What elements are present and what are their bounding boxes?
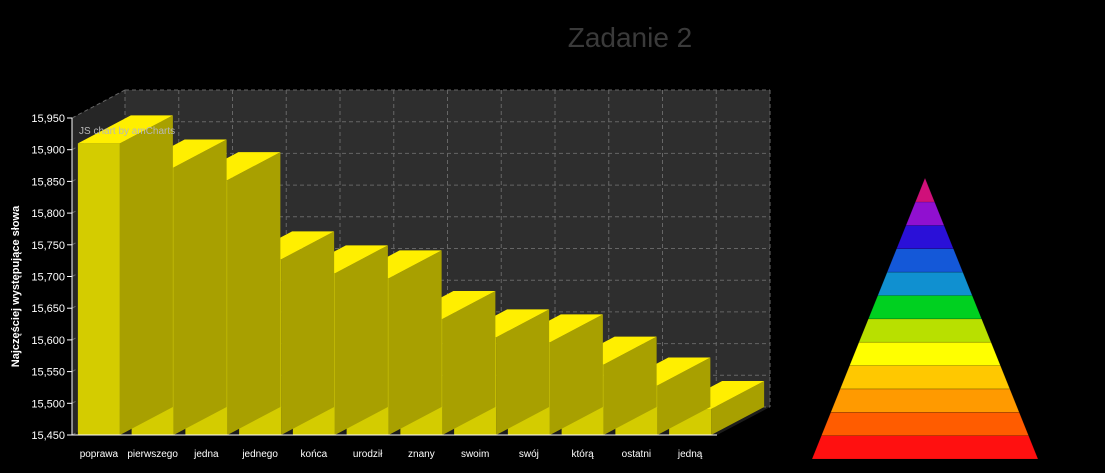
pyramid-segment[interactable] — [811, 435, 1039, 460]
bar-side — [657, 357, 711, 435]
pyramid-segment[interactable] — [896, 225, 954, 250]
bar-side — [173, 139, 227, 435]
bar-top — [77, 115, 173, 144]
x-tick-label: swój — [519, 449, 539, 460]
y-tick-label: 15,700 — [31, 272, 65, 284]
pyramid-segment[interactable] — [867, 295, 983, 320]
y-tick-label: 15,500 — [31, 398, 65, 410]
y-tick-label: 15,800 — [31, 208, 65, 220]
y-tick-label: 15,750 — [31, 240, 65, 252]
pyramid-segment[interactable] — [858, 318, 992, 343]
x-tick-label: którą — [572, 449, 595, 460]
bar-side — [603, 336, 657, 435]
y-tick-label: 15,550 — [31, 367, 65, 379]
y-tick-label: 15,450 — [31, 430, 65, 442]
x-tick-label: poprawa — [80, 449, 119, 460]
bar-face — [77, 143, 120, 436]
x-tick-label: pierwszego — [127, 449, 178, 460]
bar-side — [119, 115, 173, 436]
page-title: Zadanie 2 — [567, 22, 693, 53]
bar-side — [227, 152, 281, 435]
x-tick-label: ostatni — [622, 449, 651, 460]
pyramid-segment[interactable] — [886, 248, 964, 273]
y-axis-label: Najczęściej występujące słowa — [10, 205, 22, 367]
bar-side — [388, 250, 442, 435]
x-tick-label: znany — [408, 449, 435, 460]
pyramid-segment[interactable] — [914, 177, 936, 203]
pyramid-segment[interactable] — [905, 201, 945, 226]
y-tick-label: 15,950 — [31, 113, 65, 125]
gridline-depth — [71, 89, 126, 119]
x-tick-label: jednego — [241, 449, 278, 460]
y-tick-label: 15,900 — [31, 145, 65, 157]
pyramid-segment[interactable] — [830, 388, 1020, 413]
x-tick-label: końca — [301, 449, 328, 460]
bar-side — [281, 231, 335, 435]
chart-watermark[interactable]: JS chart by amCharts — [79, 126, 175, 137]
bar-side — [334, 245, 388, 435]
bar[interactable] — [77, 115, 173, 436]
pyramid-segment[interactable] — [849, 341, 1001, 366]
x-tick-label: swoim — [461, 449, 489, 460]
y-tick-label: 15,600 — [31, 335, 65, 347]
y-tick-label: 15,650 — [31, 303, 65, 315]
bar-side — [442, 290, 496, 435]
x-tick-label: jedną — [677, 449, 703, 460]
bar-side — [496, 309, 550, 435]
pyramid-segment[interactable] — [839, 365, 1011, 390]
x-tick-label: urodził — [353, 449, 383, 460]
pyramid-segment[interactable] — [820, 411, 1030, 436]
bar-side — [549, 314, 603, 435]
x-tick-label: jedna — [193, 449, 219, 460]
bar-side — [711, 381, 765, 435]
y-tick-label: 15,850 — [31, 176, 65, 188]
pyramid-segment[interactable] — [877, 271, 973, 296]
